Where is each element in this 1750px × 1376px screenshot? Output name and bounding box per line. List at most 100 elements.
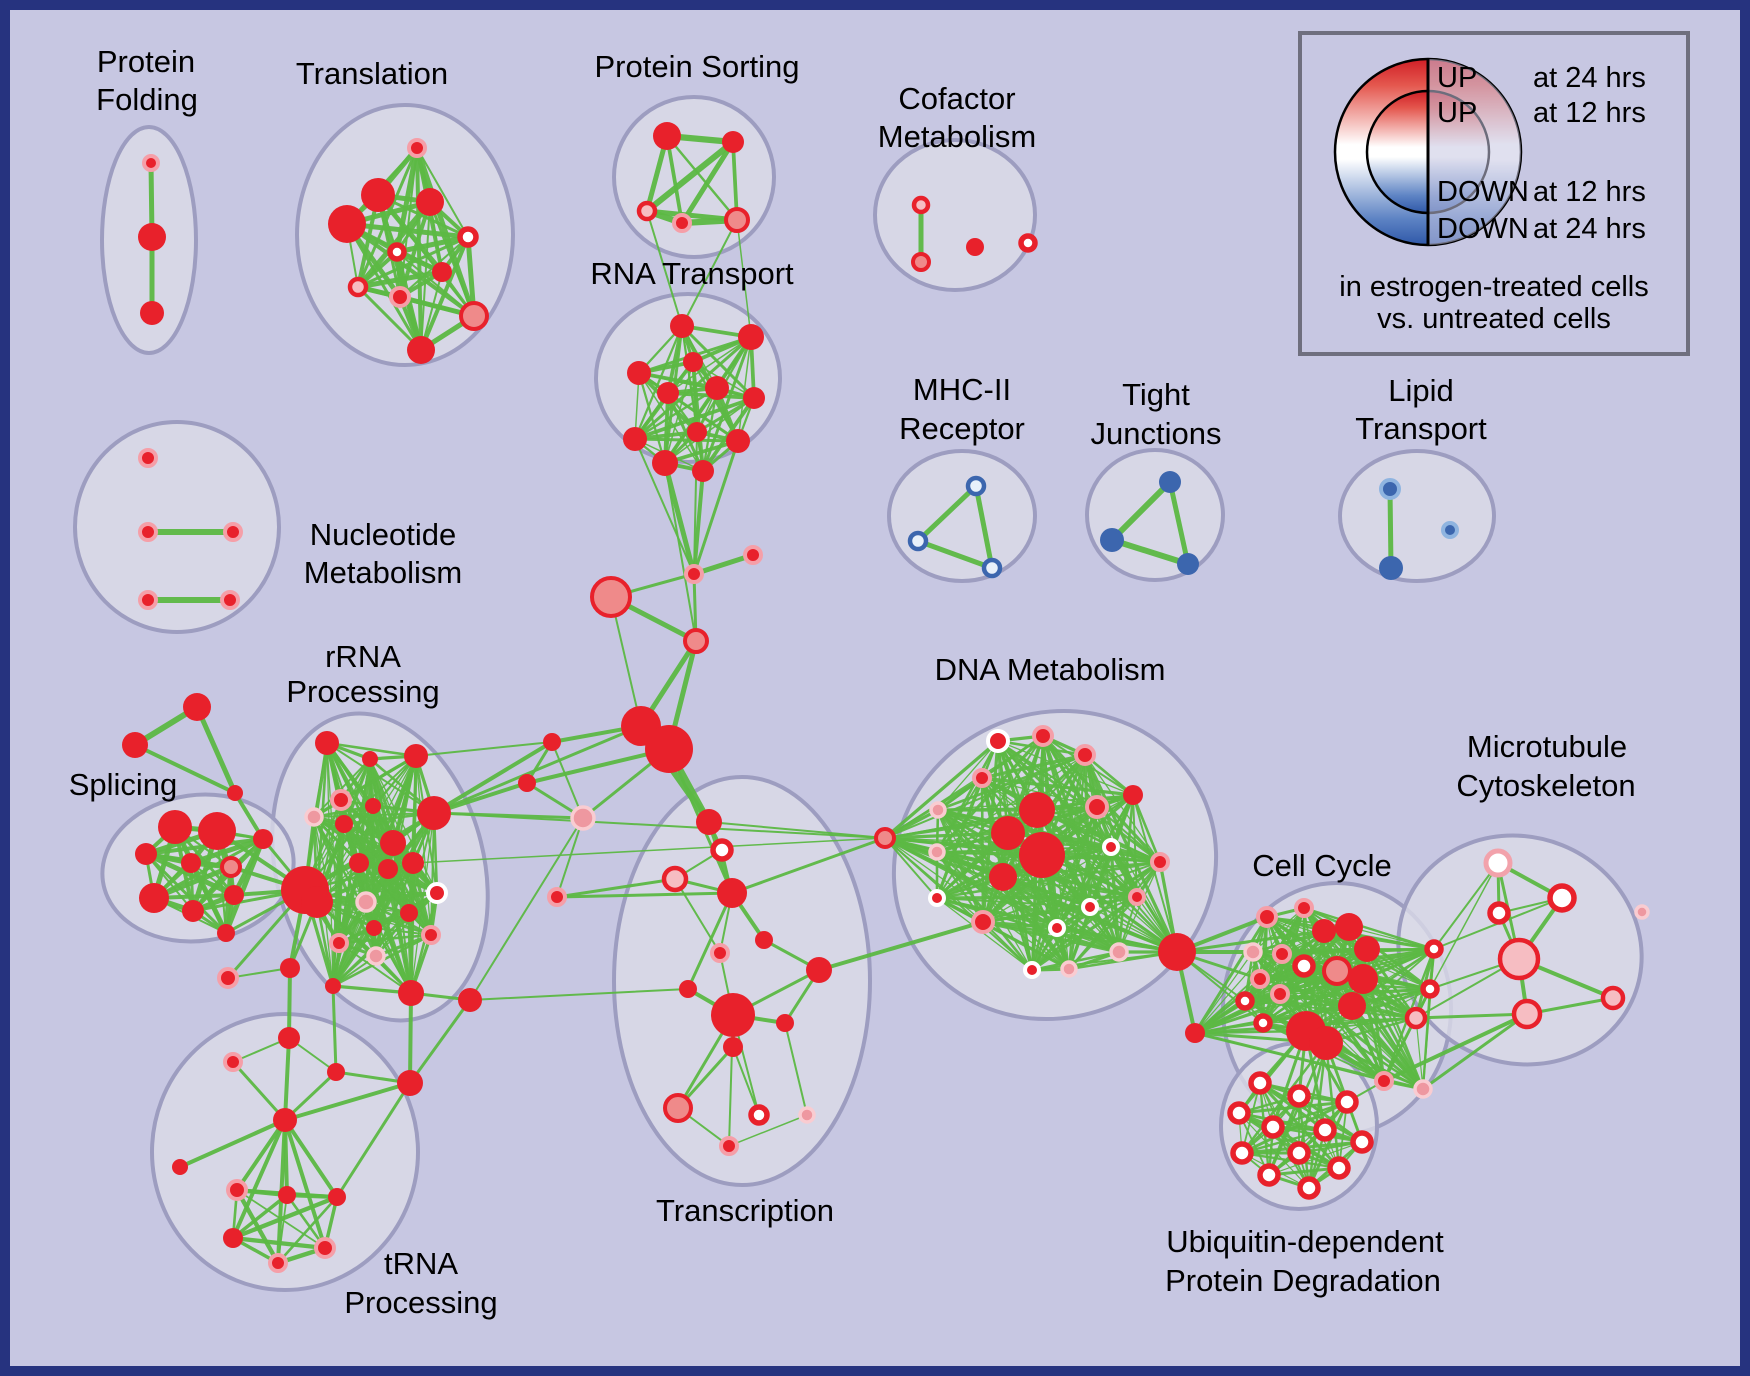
edge: [332, 901, 367, 987]
node-tr-7: [347, 276, 369, 298]
edge: [1387, 486, 1394, 571]
edge: [432, 724, 643, 815]
edge: [223, 836, 266, 936]
node-nuc-1: [138, 522, 158, 542]
node-cc-10: [1250, 969, 1270, 989]
node-chain-2: [590, 576, 632, 618]
node-rt-1: [738, 324, 764, 350]
cluster-label-lipid-transport: Lipid: [1388, 373, 1454, 408]
node-cc-0: [1256, 906, 1278, 928]
node-ubi-7: [1230, 1141, 1254, 1165]
edge: [365, 901, 412, 994]
cluster-label-microtubule-cytoskeleton: Microtubule: [1467, 729, 1627, 764]
edge: [664, 397, 755, 464]
edge: [525, 747, 671, 785]
node-trna-4: [327, 1063, 345, 1081]
edge: [1237, 1100, 1349, 1115]
legend-up-12-label: UP: [1437, 97, 1477, 129]
edge: [662, 460, 697, 577]
node-trna-2: [278, 1027, 300, 1049]
cluster-label-splicing: Splicing: [69, 767, 178, 802]
edge: [634, 438, 695, 575]
node-ubi-10: [1257, 1163, 1281, 1187]
layer-nodes: [122, 122, 1650, 1273]
edge: [633, 396, 756, 441]
cluster-label-rna-transport: RNA Transport: [590, 256, 794, 291]
edge: [1194, 978, 1261, 1034]
edge: [737, 336, 752, 442]
node-mid-0: [543, 733, 561, 751]
edge: [469, 988, 689, 1001]
edge: [1348, 926, 1435, 950]
edge: [692, 439, 740, 576]
node-mt-2: [1487, 901, 1511, 925]
node-rt-11: [692, 460, 714, 482]
edge: [982, 921, 1070, 970]
legend-down-12-time: at 12 hrs: [1533, 176, 1646, 208]
edge: [412, 837, 886, 864]
node-txn-7: [679, 980, 697, 998]
node-tr-4: [457, 226, 479, 248]
edge: [982, 846, 1112, 923]
edge: [432, 740, 554, 815]
node-cc-16: [1309, 1026, 1343, 1060]
edge: [394, 234, 471, 255]
node-ps-3: [672, 213, 692, 233]
node-rrna-12: [355, 891, 377, 913]
edge: [817, 920, 985, 972]
node-cc-13: [1338, 992, 1366, 1020]
node-mhc-2: [981, 557, 1003, 579]
cluster-label-rrna-processing: Processing: [286, 674, 439, 709]
edge: [1421, 987, 1432, 1091]
edge: [1325, 988, 1431, 1044]
node-rrna-1: [362, 751, 378, 767]
node-rt-5: [657, 382, 679, 404]
edge: [178, 1118, 287, 1169]
node-mid-1: [518, 774, 536, 792]
edge: [188, 836, 266, 866]
legend-up-12-time: at 12 hrs: [1533, 97, 1646, 129]
node-rt-7: [623, 427, 647, 451]
edge: [415, 741, 553, 757]
node-cc-14: [1253, 1013, 1273, 1033]
edge: [419, 235, 470, 352]
node-rrna-2: [404, 744, 428, 768]
edge: [936, 846, 1112, 899]
edge: [935, 860, 1162, 900]
node-trna-10: [328, 1188, 346, 1206]
edge: [1382, 987, 1432, 1083]
edge: [287, 966, 292, 1040]
node-mid-4: [458, 988, 482, 1012]
edge: [331, 867, 390, 988]
node-txn-13: [798, 1106, 816, 1124]
edge: [730, 836, 887, 895]
edge: [915, 538, 995, 571]
node-tj-1: [1100, 528, 1124, 552]
node-ubi-6: [1350, 1130, 1374, 1154]
edge: [337, 933, 433, 945]
node-cc-3: [1335, 913, 1363, 941]
edge: [313, 758, 371, 818]
cluster-ellipse-tight-junctions: [1085, 448, 1225, 582]
node-dna-4: [929, 801, 947, 819]
node-txn-2: [661, 865, 689, 893]
edge: [283, 1081, 412, 1122]
node-txn-3: [717, 878, 747, 908]
edge: [433, 812, 886, 839]
node-spl-3: [181, 853, 201, 873]
edge: [1055, 926, 1179, 954]
edge: [416, 147, 469, 238]
node-cc-12: [1270, 984, 1290, 1004]
edge: [1131, 793, 1162, 864]
node-dna-22: [1109, 942, 1129, 962]
node-cc-7: [1292, 954, 1316, 978]
edge: [633, 324, 684, 441]
edge: [315, 841, 395, 904]
node-txn-11: [663, 1093, 693, 1123]
edge: [643, 138, 737, 215]
node-spl-7: [224, 885, 244, 905]
cluster-ellipse-nucleotide-metabolism: [73, 420, 281, 634]
